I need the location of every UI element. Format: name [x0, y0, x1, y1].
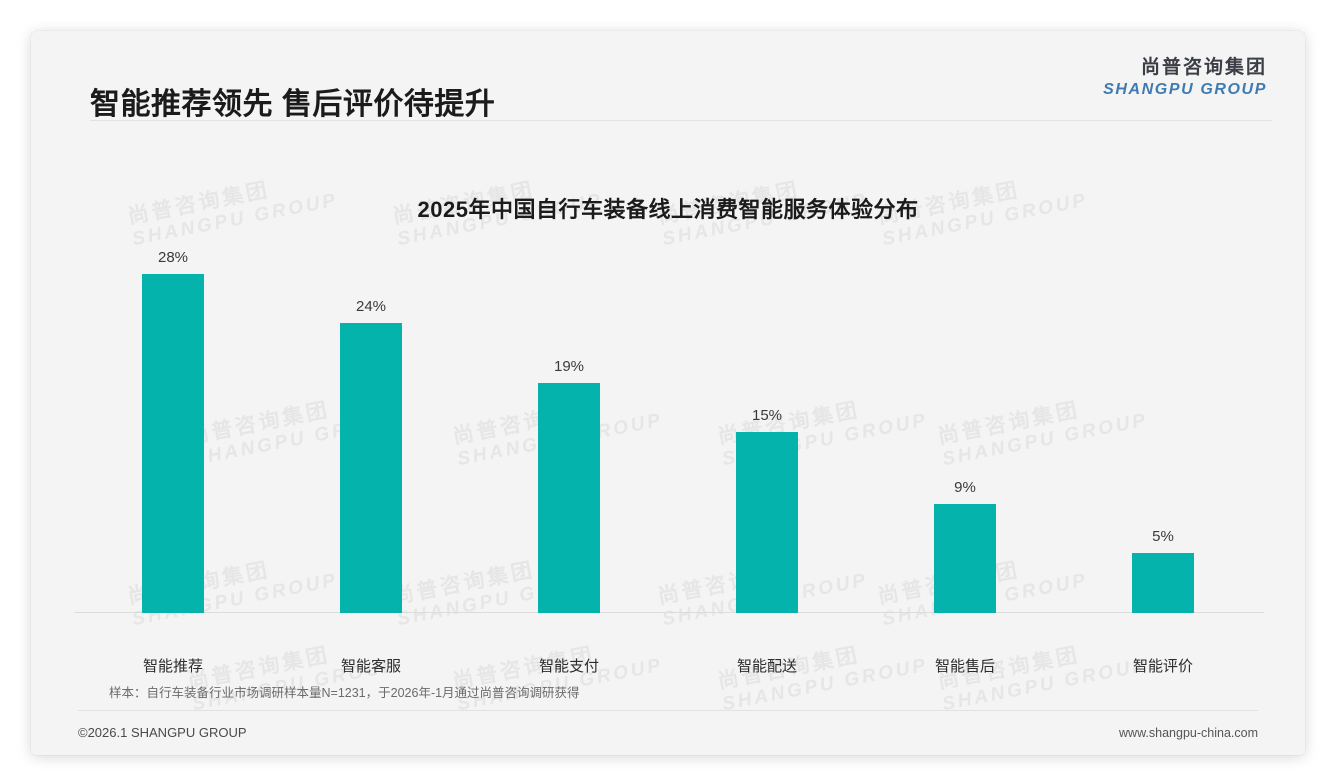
bar-value-label: 9% — [954, 479, 976, 497]
bar-chart-plot: 28% 智能推荐 24% 智能客服 19% 智能支付 15% 智能配送 9% 智能售后 5% 智能评价 — [74, 249, 1264, 675]
bar[interactable] — [1132, 552, 1194, 613]
bar[interactable] — [538, 383, 600, 613]
x-axis-label: 智能配送 — [736, 658, 797, 675]
bar-value-label: 24% — [355, 297, 387, 315]
bar[interactable] — [736, 431, 798, 613]
brand-logo: 尚普咨询集团 SHANGPU GROUP — [1103, 58, 1267, 98]
bar-value-label: 19% — [553, 358, 585, 376]
x-axis-label: 智能售后 — [934, 658, 995, 675]
footer-website: www.shangpu-china.com — [1119, 726, 1258, 740]
bar[interactable] — [934, 504, 996, 613]
bar-value-label: 28% — [157, 249, 189, 267]
slide-card: 尚普咨询集团 SHANGPU GROUP 尚普咨询集团 SHANGPU GROUP 尚普… — [31, 31, 1305, 755]
x-axis-label: 智能支付 — [538, 658, 599, 675]
brand-name-cn: 尚普咨询集团 — [1140, 57, 1267, 78]
x-axis-label: 智能评价 — [1132, 658, 1193, 675]
page-title: 智能推荐领先 售后评价待提升 — [90, 88, 496, 121]
brand-name-en: SHANGPU GROUP — [1103, 81, 1267, 98]
bar-value-label: 15% — [751, 406, 783, 424]
bar-value-label: 5% — [1152, 527, 1174, 545]
slide-footer: ©2026.1 SHANGPU GROUP www.shangpu-china.… — [31, 711, 1305, 755]
slide-header: 智能推荐领先 售后评价待提升 尚普咨询集团 SHANGPU GROUP — [31, 31, 1305, 121]
x-axis-label: 智能推荐 — [142, 658, 203, 675]
header-divider — [90, 120, 1272, 121]
bar-group: 15% — [668, 250, 866, 613]
footer-copyright: ©2026.1 SHANGPU GROUP — [78, 725, 247, 740]
footer-divider — [78, 710, 1258, 711]
bar-group: 24% — [272, 250, 470, 613]
chart-container: 2025年中国自行车装备线上消费智能服务体验分布 28% 智能推荐 24% 智能客服 1… — [31, 120, 1305, 675]
bar-group: 9% — [866, 250, 1064, 613]
chart-footnote: 样本：自行车装备行业市场调研样本量N=1231，于2026年-1月通过尚普咨询调… — [109, 686, 580, 700]
bar[interactable] — [340, 322, 402, 613]
x-axis-line — [74, 612, 1264, 613]
x-axis-label: 智能客服 — [340, 658, 401, 675]
bar[interactable] — [142, 274, 204, 613]
bar-group: 5% — [1064, 250, 1262, 613]
bar-group: 28% — [74, 249, 272, 613]
chart-title: 2025年中国自行车装备线上消费智能服务体验分布 — [417, 197, 919, 222]
bar-group: 19% — [470, 250, 668, 613]
